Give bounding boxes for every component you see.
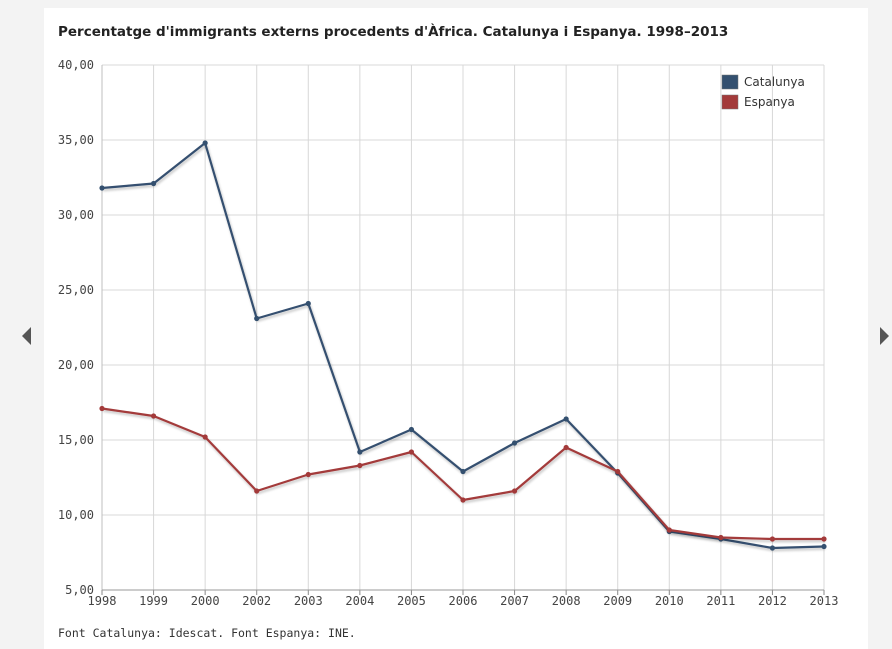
y-tick-label: 40,00 xyxy=(58,58,94,72)
x-tick-label: 2012 xyxy=(758,594,787,608)
y-tick-label: 30,00 xyxy=(58,208,94,222)
data-point-espanya xyxy=(202,434,208,440)
legend-swatch-catalunya xyxy=(721,74,739,90)
data-point-catalunya xyxy=(254,315,260,322)
x-tick-label: 2003 xyxy=(294,594,323,608)
grid xyxy=(101,64,825,591)
legend-label-espanya: Espanya xyxy=(744,95,795,109)
data-point-espanya xyxy=(769,536,776,542)
legend-swatch-espanya xyxy=(721,94,739,110)
x-tick-label: 2006 xyxy=(449,594,478,608)
x-tick-label: 2009 xyxy=(603,594,632,608)
line-chart: 5,00 10,00 15,00 20,00 25,00 30,00 35,00 40,00 1… xyxy=(58,58,839,608)
data-point-catalunya xyxy=(460,468,466,475)
data-point-espanya xyxy=(821,536,827,542)
data-point-espanya xyxy=(460,497,466,503)
data-point-catalunya xyxy=(202,140,208,146)
data-point-espanya xyxy=(99,405,105,412)
x-tick-label: 2010 xyxy=(655,594,684,608)
data-point-catalunya xyxy=(357,449,363,455)
data-point-espanya xyxy=(563,444,569,451)
data-point-catalunya xyxy=(769,545,776,551)
chart-title: Percentatge d'immigrants externs procede… xyxy=(58,24,729,40)
y-tick-label: 20,00 xyxy=(58,358,94,372)
data-point-espanya xyxy=(357,462,363,469)
data-point-espanya xyxy=(150,413,157,419)
y-tick-label: 10,00 xyxy=(58,508,94,522)
y-tick-label: 5,00 xyxy=(65,583,94,597)
x-tick-label: 2000 xyxy=(191,594,220,608)
y-tick-label: 25,00 xyxy=(58,283,94,297)
data-point-espanya xyxy=(615,468,621,475)
data-point-espanya xyxy=(718,534,724,541)
data-point-espanya xyxy=(666,527,672,533)
data-point-espanya xyxy=(254,488,260,494)
x-tick-label: 2002 xyxy=(242,594,271,608)
data-point-catalunya xyxy=(563,416,569,422)
data-point-catalunya xyxy=(821,543,827,550)
chevron-left-icon[interactable] xyxy=(22,327,31,345)
x-tick-label: 1999 xyxy=(139,594,168,608)
data-point-catalunya xyxy=(305,300,311,307)
data-point-catalunya xyxy=(511,440,518,446)
x-tick-label: 2007 xyxy=(500,594,529,608)
data-point-espanya xyxy=(511,488,518,494)
y-tick-label: 35,00 xyxy=(58,133,94,147)
data-point-espanya xyxy=(408,449,415,455)
chart-card: Percentatge d'immigrants externs procede… xyxy=(44,8,868,649)
x-tick-label: 2005 xyxy=(397,594,426,608)
x-tick-label: 1998 xyxy=(88,594,117,608)
legend: Catalunya Espanya xyxy=(721,74,805,110)
x-tick-label: 2004 xyxy=(345,594,374,608)
x-tick-label: 2013 xyxy=(810,594,839,608)
series xyxy=(99,140,827,551)
data-point-catalunya xyxy=(408,426,415,433)
legend-label-catalunya: Catalunya xyxy=(744,75,805,89)
x-tick-label: 2011 xyxy=(706,594,735,608)
axes: 5,00 10,00 15,00 20,00 25,00 30,00 35,00 40,00 1… xyxy=(58,58,839,608)
data-point-catalunya xyxy=(150,180,157,187)
data-point-espanya xyxy=(305,471,311,478)
x-tick-label: 2008 xyxy=(552,594,581,608)
data-point-catalunya xyxy=(99,185,105,191)
y-tick-label: 15,00 xyxy=(58,433,94,447)
chevron-right-icon[interactable] xyxy=(880,327,889,345)
source-note: Font Catalunya: Idescat. Font Espanya: I… xyxy=(58,626,356,640)
